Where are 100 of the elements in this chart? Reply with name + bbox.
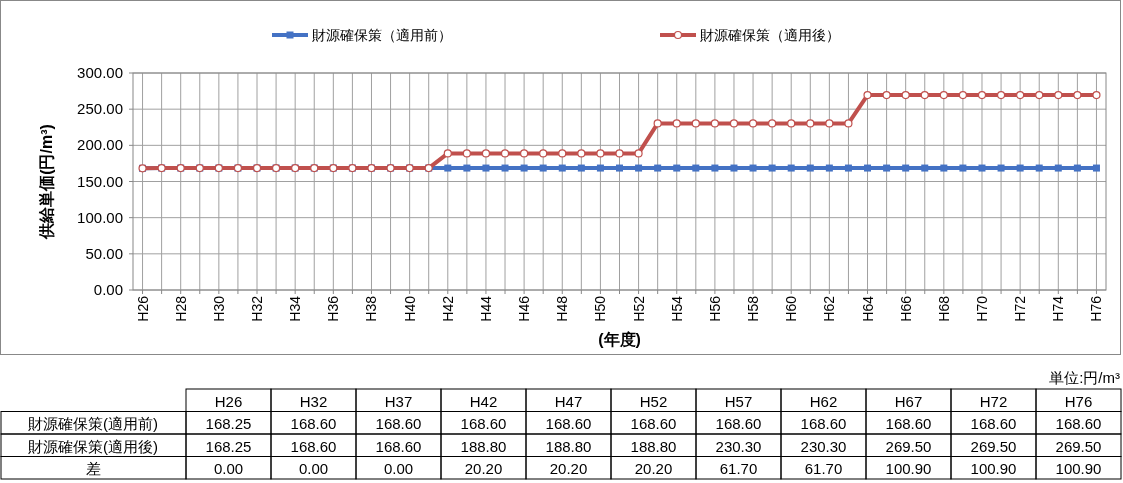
text: 168.60 — [375, 415, 422, 432]
text: 168.60 — [290, 415, 337, 432]
text: 168.60 — [460, 415, 507, 432]
point — [672, 119, 681, 128]
text: 20.20 — [634, 460, 673, 477]
x-tick-label: H48 — [554, 295, 571, 322]
y-tick-label: 0.00 — [93, 281, 123, 298]
text: 168.60 — [1055, 415, 1102, 432]
x-tick-label: H62 — [821, 295, 838, 322]
text: 0.00 — [298, 460, 329, 477]
category-label: H62 — [809, 392, 838, 410]
legend-label: 財源確保策（適用前） — [312, 27, 452, 43]
point — [481, 149, 491, 158]
text: 168.60 — [970, 415, 1017, 432]
text: 230.30 — [715, 437, 762, 455]
point — [520, 164, 528, 172]
x-tick-label: H30 — [210, 295, 227, 322]
point — [806, 119, 815, 128]
point — [691, 119, 700, 128]
point — [710, 119, 719, 128]
point — [635, 164, 643, 172]
point — [654, 164, 662, 172]
point — [501, 164, 509, 172]
x-tick-label: H36 — [325, 295, 342, 322]
category-label: H76 — [1064, 392, 1093, 410]
x-tick-label: H38 — [363, 295, 380, 322]
text: 168.60 — [715, 415, 762, 432]
category-label: H47 — [554, 392, 583, 410]
point — [863, 90, 872, 100]
point — [748, 119, 758, 128]
x-tick-label: H60 — [783, 295, 800, 322]
point — [616, 164, 623, 172]
text: 168.60 — [290, 437, 337, 455]
text: 0.00 — [213, 460, 244, 477]
y-tick-label: 150.00 — [77, 172, 123, 190]
point — [539, 149, 548, 158]
text: 188.80 — [460, 437, 507, 455]
text: 20.20 — [464, 460, 503, 477]
point — [634, 149, 643, 158]
point — [1073, 164, 1081, 172]
point — [958, 90, 968, 100]
point — [1092, 164, 1100, 172]
point — [558, 149, 567, 158]
point — [882, 90, 891, 100]
point — [1073, 90, 1082, 100]
point — [500, 149, 510, 158]
point — [443, 149, 452, 158]
point — [692, 164, 700, 172]
point — [959, 164, 967, 172]
x-tick-label: H68 — [935, 295, 952, 322]
text: 0.00 — [383, 460, 414, 477]
category-label: 財源確保策(適用後) — [28, 437, 158, 455]
x-tick-label: H46 — [516, 295, 533, 322]
point — [577, 164, 585, 172]
x-axis-title: (年度) — [598, 330, 641, 348]
y-axis-title: 供給単価(円/m³) — [38, 124, 55, 240]
point — [902, 164, 910, 172]
text: 188.80 — [545, 437, 592, 455]
point — [901, 90, 910, 100]
category-label: 差 — [85, 460, 101, 477]
point — [596, 164, 604, 172]
point — [883, 164, 891, 172]
y-tick-label: 300.00 — [77, 64, 123, 81]
x-tick-label: H66 — [897, 295, 914, 322]
category-label: H72 — [979, 392, 1008, 410]
text: 269.50 — [885, 437, 932, 455]
point — [482, 164, 490, 172]
point — [768, 119, 777, 128]
point — [768, 164, 776, 172]
text: 188.80 — [630, 437, 677, 455]
point — [825, 119, 834, 128]
text: 61.70 — [719, 460, 758, 477]
y-tick-label: 50.00 — [85, 244, 123, 262]
point — [939, 90, 948, 100]
point — [940, 164, 948, 172]
point — [673, 164, 681, 172]
x-tick-label: H40 — [401, 295, 418, 322]
category-label: H52 — [639, 392, 668, 410]
x-tick-label: H28 — [172, 295, 189, 322]
text: 230.30 — [800, 437, 847, 455]
category-label: H37 — [384, 392, 413, 410]
x-tick-label: H54 — [668, 295, 685, 322]
text: 168.60 — [800, 415, 847, 432]
text: 168.60 — [630, 415, 677, 432]
point — [844, 119, 853, 128]
x-tick-label: H32 — [249, 295, 266, 322]
point — [1035, 90, 1044, 100]
point — [1016, 90, 1025, 100]
text: 168.25 — [205, 415, 252, 432]
x-tick-label: H44 — [477, 295, 494, 322]
x-tick-label: H56 — [706, 295, 723, 322]
point — [749, 164, 757, 172]
point — [462, 149, 471, 158]
x-tick-label: H52 — [630, 295, 647, 322]
text: 269.50 — [970, 437, 1017, 455]
point — [444, 164, 452, 172]
category-label: H42 — [469, 392, 498, 410]
category-label: H57 — [724, 392, 753, 410]
point — [997, 164, 1005, 172]
x-tick-label: H26 — [134, 295, 151, 322]
